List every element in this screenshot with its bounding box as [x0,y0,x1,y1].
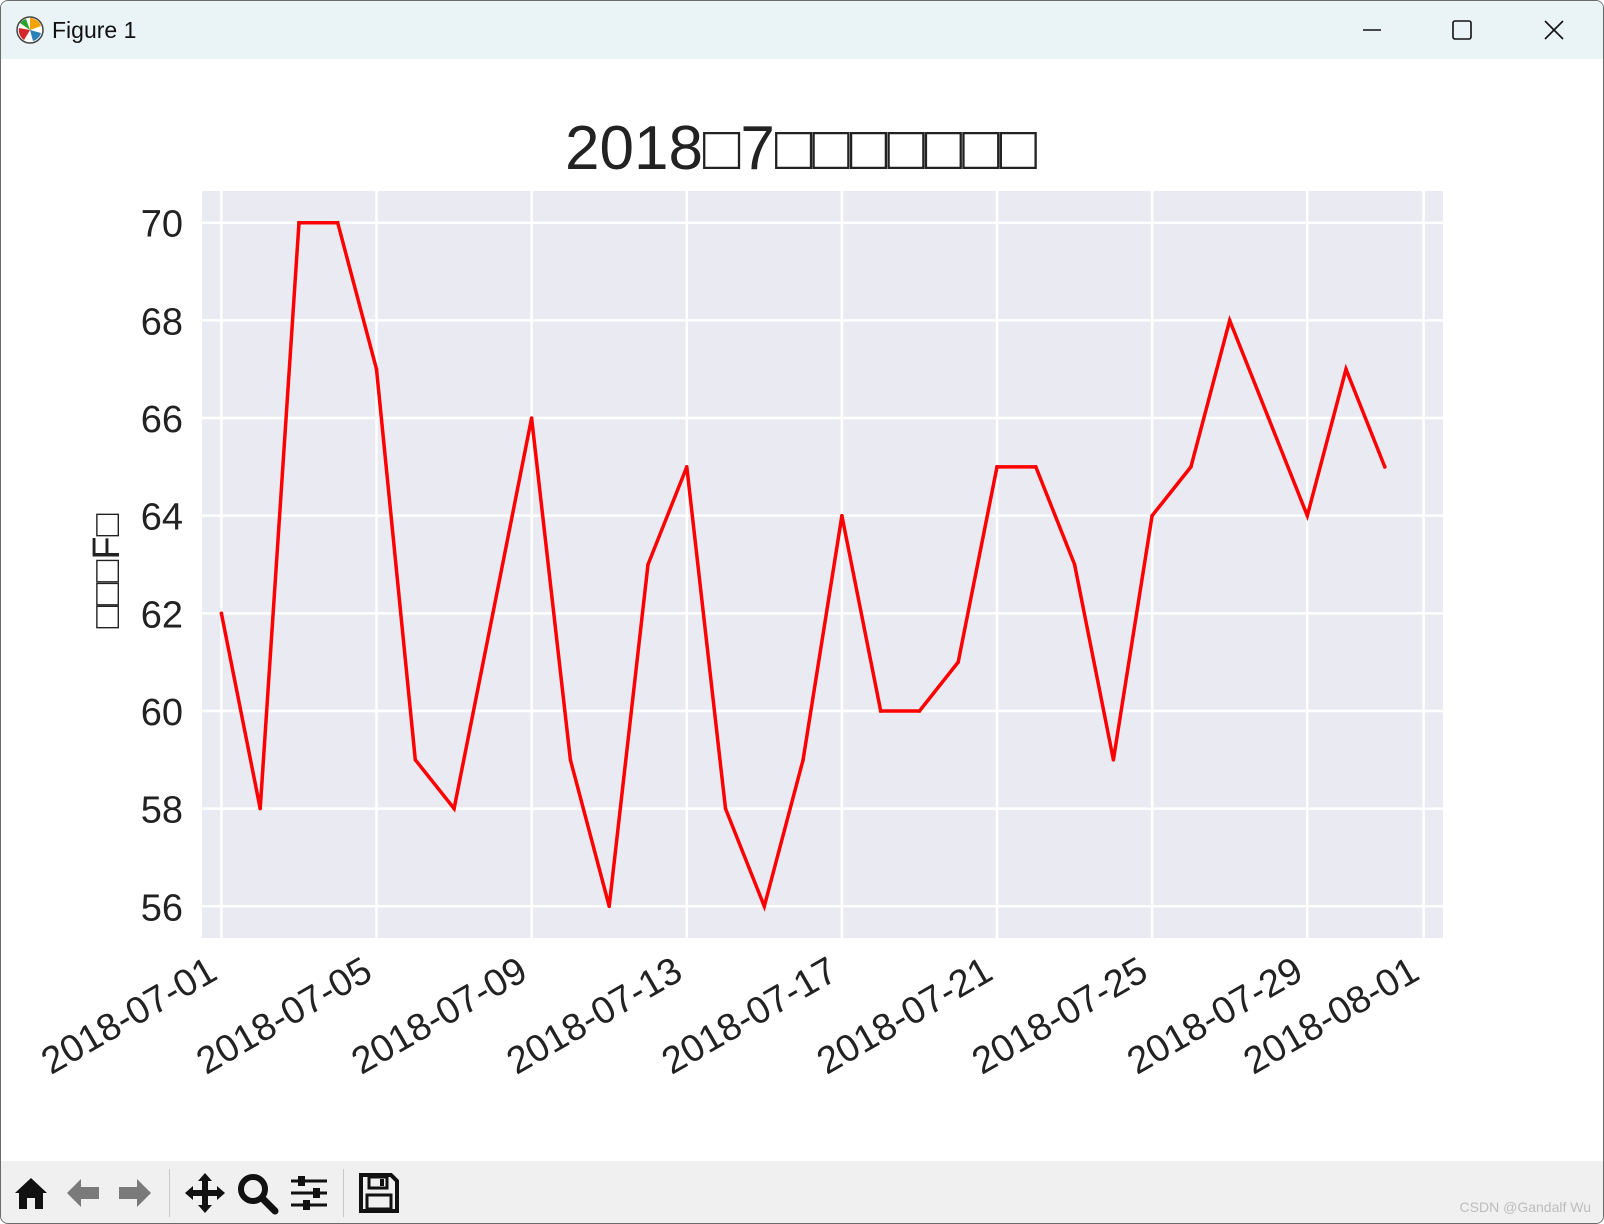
y-tick-label: 62 [141,594,183,636]
data-point [452,806,456,811]
data-point [801,757,805,762]
watermark: CSDN @Gandalf Wu [1459,1199,1591,1215]
maximize-button[interactable] [1417,1,1507,59]
close-button[interactable] [1509,1,1599,59]
x-tick-label: 2018-07-01 [35,949,224,1083]
y-tick-labels: 56 58 60 62 64 66 68 70 [141,204,183,930]
y-tick-label: 64 [141,497,183,539]
data-point [568,757,573,762]
figure-canvas[interactable]: 2018□7□□□□□□□ 56 58 60 62 64 66 68 70 2018-07-0… [1,59,1603,1161]
data-point [297,220,301,225]
pan-icon [185,1173,225,1213]
window-title: Figure 1 [52,17,137,43]
x-tick-label: 2018-07-17 [655,949,844,1083]
plot-area [202,191,1443,938]
data-point [1305,513,1310,518]
zoom-icon [238,1174,279,1215]
minimize-button[interactable] [1327,1,1417,59]
data-point [491,611,495,616]
x-tick-label: 2018-07-21 [810,949,999,1083]
data-point [723,806,728,811]
save-icon [359,1173,399,1213]
matplotlib-icon [16,16,44,44]
chart-title: 2018□7□□□□□□□ [565,114,1038,183]
data-point [1383,465,1387,469]
forward-button[interactable] [111,1169,159,1217]
forward-arrow-icon [119,1179,151,1207]
configure-subplots-button[interactable] [285,1169,333,1217]
x-tick-label: 2018-07-05 [190,949,379,1083]
data-point [1344,367,1348,372]
y-tick-label: 68 [141,301,183,343]
data-point [762,904,767,909]
y-tick-label: 60 [141,692,183,734]
y-tick-label: 66 [141,399,183,441]
series-layer [219,220,1387,912]
x-tick-label: 2018-07-09 [345,949,534,1083]
data-point [1072,562,1077,567]
data-point [219,611,224,616]
line-chart: 2018□7□□□□□□□ 56 58 60 62 64 66 68 70 2018-07-0… [35,114,1443,1083]
data-point [1266,416,1271,420]
data-point [1150,513,1154,518]
data-point [878,709,883,713]
configure-subplots-icon [291,1176,327,1210]
data-point [1189,465,1193,469]
data-point [258,806,262,811]
y-tick-label: 58 [141,790,183,832]
navigation-toolbar: CSDN @Gandalf Wu [1,1161,1603,1223]
data-point [413,757,418,762]
data-point [374,367,379,372]
save-button[interactable] [355,1169,403,1217]
maximize-icon [1452,20,1472,40]
minimize-icon [1363,29,1381,31]
zoom-button[interactable] [233,1169,281,1217]
x-tick-labels: 2018-07-012018-07-052018-07-092018-07-13… [35,949,1427,1083]
data-point [607,904,612,909]
y-tick-label: 56 [141,887,183,929]
toolbar-separator [169,1169,170,1217]
data-point [1033,465,1038,469]
data-point [646,562,650,567]
data-point [335,220,340,225]
back-arrow-icon [67,1179,99,1207]
grid-lines [202,191,1443,938]
data-point [1227,318,1232,323]
home-button[interactable] [7,1169,55,1217]
title-bar[interactable]: Figure 1 [1,1,1603,59]
y-tick-label: 70 [141,204,183,246]
home-icon [15,1178,47,1209]
data-point [995,465,999,469]
data-point [956,660,961,664]
data-point [529,416,534,420]
back-button[interactable] [59,1169,107,1217]
y-axis-label: □□□F□ [86,513,128,628]
data-point [684,465,689,469]
data-point [917,709,922,713]
x-tick-label: 2018-07-13 [500,949,689,1083]
toolbar-separator [343,1169,344,1217]
close-icon [1544,20,1564,40]
data-point [1111,757,1116,762]
x-tick-label: 2018-07-25 [965,949,1154,1083]
pan-button[interactable] [181,1169,229,1217]
data-point [840,513,844,518]
